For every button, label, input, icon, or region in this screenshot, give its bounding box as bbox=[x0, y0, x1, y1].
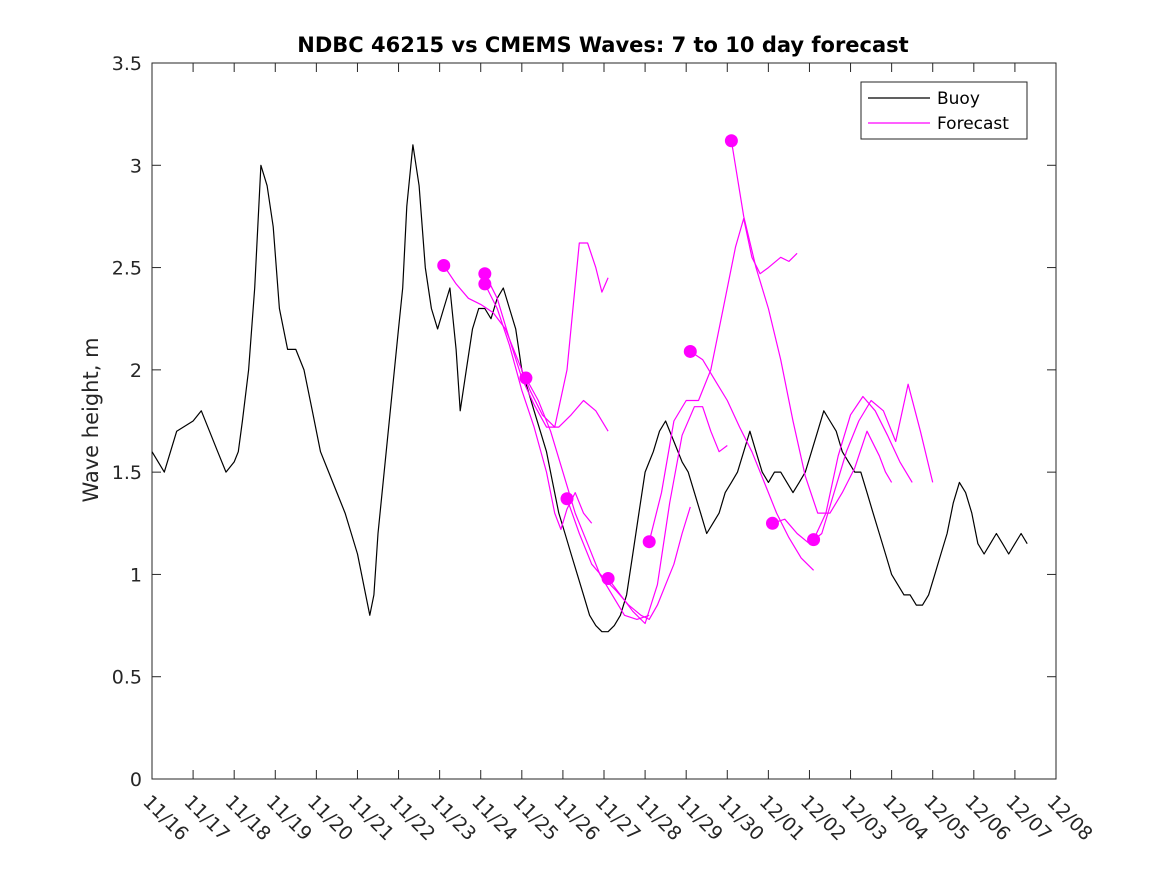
forecast-series-line bbox=[484, 283, 593, 531]
legend-label: Buoy bbox=[937, 89, 980, 109]
legend-box bbox=[860, 81, 1028, 140]
forecast-series-line bbox=[443, 242, 609, 428]
y-tick-label: 3 bbox=[130, 155, 142, 177]
forecast-series-line bbox=[525, 377, 650, 621]
legend-label: Forecast bbox=[937, 114, 1009, 134]
y-tick-label: 2 bbox=[130, 360, 142, 382]
x-tick-label: 11/26 bbox=[549, 791, 603, 845]
chart-legend: Buoy Forecast bbox=[860, 81, 1028, 140]
x-tick-label: 12/05 bbox=[919, 791, 973, 845]
forecast-series-line bbox=[484, 273, 609, 432]
x-tick-label: 11/21 bbox=[344, 791, 398, 845]
forecast-start-marker bbox=[519, 371, 533, 385]
y-tick-label: 1.5 bbox=[112, 462, 142, 484]
forecast-start-marker bbox=[560, 492, 574, 506]
forecast-series-line bbox=[689, 350, 815, 571]
y-tick-label: 3.5 bbox=[112, 53, 142, 75]
x-tick-label: 11/28 bbox=[632, 791, 686, 845]
x-tick-label: 11/16 bbox=[138, 791, 192, 845]
x-tick-label: 11/22 bbox=[385, 791, 439, 845]
x-tick-label: 11/18 bbox=[221, 791, 275, 845]
buoy-series-line bbox=[151, 144, 1028, 633]
forecast-start-marker bbox=[478, 267, 492, 281]
x-tick-label: 12/02 bbox=[796, 791, 850, 845]
y-tick-label: 0 bbox=[130, 769, 142, 791]
forecast-series-line bbox=[772, 383, 934, 545]
forecast-start-marker bbox=[765, 516, 779, 530]
forecast-start-marker bbox=[642, 535, 656, 549]
y-tick-label: 0.5 bbox=[112, 667, 142, 689]
y-axis-label: Wave height, m bbox=[79, 337, 103, 502]
y-tick-label: 2.5 bbox=[112, 258, 142, 280]
x-tick-label: 12/03 bbox=[837, 791, 891, 845]
forecast-start-marker bbox=[478, 277, 492, 291]
plot-area: 00.511.522.533.511/1611/1711/1811/1911/2… bbox=[112, 53, 1097, 845]
x-tick-label: 11/17 bbox=[180, 791, 234, 845]
x-tick-label: 11/30 bbox=[714, 791, 768, 845]
x-tick-label: 11/20 bbox=[303, 791, 357, 845]
forecast-series-line bbox=[813, 395, 913, 540]
chart-title: NDBC 46215 vs CMEMS Waves: 7 to 10 day f… bbox=[297, 33, 908, 57]
x-tick-label: 12/01 bbox=[755, 791, 809, 845]
x-tick-label: 11/24 bbox=[467, 791, 521, 845]
x-tick-label: 11/27 bbox=[590, 791, 644, 845]
forecast-start-marker bbox=[724, 134, 738, 148]
x-tick-label: 12/06 bbox=[960, 791, 1014, 845]
forecast-series-line bbox=[648, 217, 798, 542]
x-tick-label: 11/23 bbox=[426, 791, 480, 845]
y-tick-label: 1 bbox=[130, 564, 142, 586]
axes-box bbox=[151, 62, 1057, 780]
forecast-start-marker bbox=[437, 259, 451, 273]
x-tick-label: 12/07 bbox=[1001, 791, 1055, 845]
forecast-start-marker bbox=[683, 344, 697, 358]
forecast-series-line bbox=[607, 406, 728, 625]
x-tick-label: 11/25 bbox=[508, 791, 562, 845]
forecast-series-line bbox=[730, 140, 893, 514]
forecast-start-marker bbox=[807, 533, 821, 547]
x-tick-label: 12/04 bbox=[878, 791, 932, 845]
forecast-series-line bbox=[566, 498, 691, 621]
x-tick-label: 11/19 bbox=[262, 791, 316, 845]
forecast-start-marker bbox=[601, 572, 615, 586]
x-tick-label: 11/29 bbox=[673, 791, 727, 845]
x-tick-label: 12/08 bbox=[1042, 791, 1096, 845]
